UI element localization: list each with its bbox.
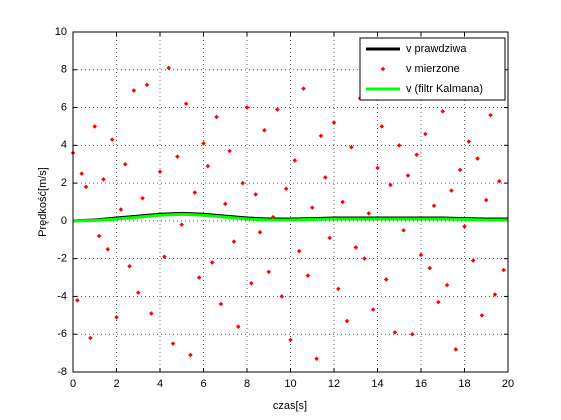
y-tick-label: -2 [57,253,67,265]
data-point [414,152,419,158]
data-point [396,143,402,148]
data-point [401,228,406,233]
data-point [353,245,359,250]
x-tick-label: 14 [371,378,383,390]
data-point [135,290,141,295]
x-tick-label: 16 [415,378,427,390]
data-point [118,207,124,212]
data-point [323,175,328,180]
data-point [96,233,102,239]
data-point [266,269,272,275]
data-point [122,161,128,167]
data-point [236,324,241,329]
y-tick-label: 6 [61,101,67,113]
y-tick-label: 10 [55,26,67,38]
data-point [344,318,350,324]
data-point [105,246,111,252]
y-tick-label: -8 [57,366,67,378]
y-axis-label: Prędkość[m/s] [37,167,49,237]
data-point [288,337,293,343]
data-point [501,267,506,273]
data-point [470,258,476,263]
data-point [453,347,459,352]
x-tick-label: 10 [284,378,296,390]
y-tick-label: -4 [57,290,67,302]
data-point [301,86,306,91]
x-tick-label: 20 [502,378,514,390]
data-point [436,299,441,305]
data-point [305,273,311,278]
data-point [362,256,367,261]
x-axis-label: czas[s] [273,400,307,412]
data-point [314,356,319,362]
data-point [101,177,106,182]
x-tick-label: 0 [70,378,76,390]
data-point [431,203,437,209]
x-tick-label: 4 [157,378,163,390]
data-point [249,280,254,286]
data-point [292,158,298,163]
data-point [444,282,450,288]
axes-frame [72,31,509,373]
data-point [492,292,498,297]
legend-label: v prawdziwa [406,43,467,55]
y-tick-label: 2 [61,177,67,189]
x-tick-label: 2 [113,378,119,390]
data-point [318,133,324,139]
y-tick-label: 4 [61,139,67,151]
data-point [388,182,393,188]
series-line [72,212,508,223]
data-point [336,286,341,292]
data-point [457,167,463,173]
data-point [92,124,98,129]
data-point [170,341,176,346]
legend-label: v mierzone [406,63,460,75]
data-point [479,313,485,318]
x-tick-label: 18 [458,378,470,390]
data-point [418,252,424,258]
data-point [131,88,137,93]
x-tick-label: 8 [244,378,250,390]
data-point [475,156,480,161]
data-point [79,171,84,176]
x-tick-label: 6 [200,378,206,390]
x-tick-label: 12 [328,378,340,390]
data-point [366,211,372,216]
data-point [149,311,154,316]
data-point [370,307,376,312]
data-point [279,294,285,299]
data-point [427,265,432,271]
data-point [383,277,389,282]
data-point [166,65,171,71]
legend-label: v (filtr Kalmana) [406,83,483,95]
data-point [283,186,289,192]
data-point [109,137,115,142]
data-point [144,82,150,88]
data-point [410,331,415,337]
y-tick-label: 0 [61,215,67,227]
legend: v prawdziwa v mierzone v (filtr Kalmana) [359,37,506,101]
data-point [392,330,398,335]
y-tick-label: -6 [57,328,67,340]
data-point [257,229,263,235]
data-point [327,235,332,241]
data-point [497,178,502,184]
y-tick-label: 8 [61,64,67,76]
